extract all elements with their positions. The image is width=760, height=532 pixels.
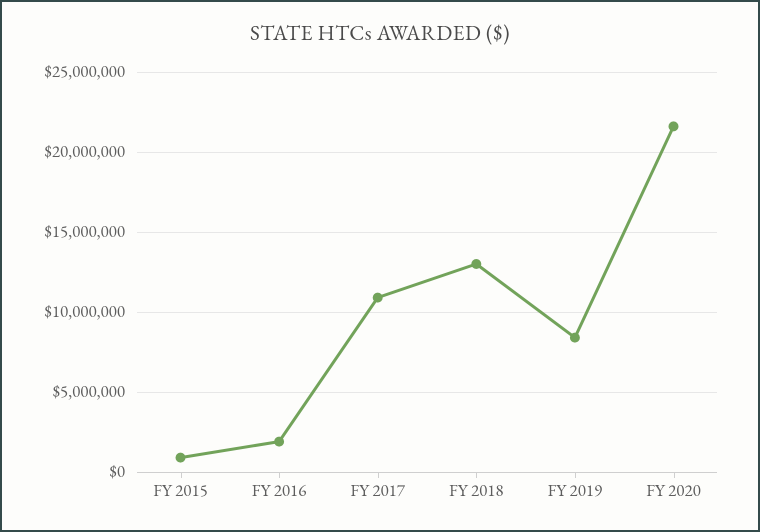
- chart-title: STATE HTCs AWARDED ($): [2, 20, 758, 47]
- data-point: [472, 260, 481, 269]
- series-line: [181, 126, 674, 457]
- y-axis-label: $25,000,000: [44, 61, 125, 83]
- y-axis-label: $0: [109, 461, 125, 483]
- plot-area: $0$5,000,000$10,000,000$15,000,000$20,00…: [137, 72, 717, 472]
- y-axis-label: $5,000,000: [53, 381, 125, 403]
- data-point: [669, 122, 678, 131]
- x-axis-label: FY 2020: [646, 480, 701, 502]
- data-point: [373, 293, 382, 302]
- chart-frame: STATE HTCs AWARDED ($) $0$5,000,000$10,0…: [0, 0, 760, 532]
- x-axis-tick: [674, 472, 675, 478]
- x-axis-label: FY 2017: [350, 480, 405, 502]
- x-axis-tick: [279, 472, 280, 478]
- x-axis-label: FY 2015: [153, 480, 208, 502]
- line-series: [137, 72, 717, 472]
- x-axis-label: FY 2018: [449, 480, 504, 502]
- x-axis-label: FY 2016: [252, 480, 307, 502]
- x-axis-tick: [378, 472, 379, 478]
- x-axis-tick: [575, 472, 576, 478]
- y-axis-label: $10,000,000: [44, 301, 125, 323]
- x-axis-tick: [476, 472, 477, 478]
- x-axis-tick: [181, 472, 182, 478]
- data-point: [176, 453, 185, 462]
- data-point: [570, 333, 579, 342]
- x-axis-baseline: [137, 472, 717, 473]
- x-axis-label: FY 2019: [548, 480, 603, 502]
- y-axis-label: $15,000,000: [44, 221, 125, 243]
- y-axis-label: $20,000,000: [44, 141, 125, 163]
- data-point: [275, 437, 284, 446]
